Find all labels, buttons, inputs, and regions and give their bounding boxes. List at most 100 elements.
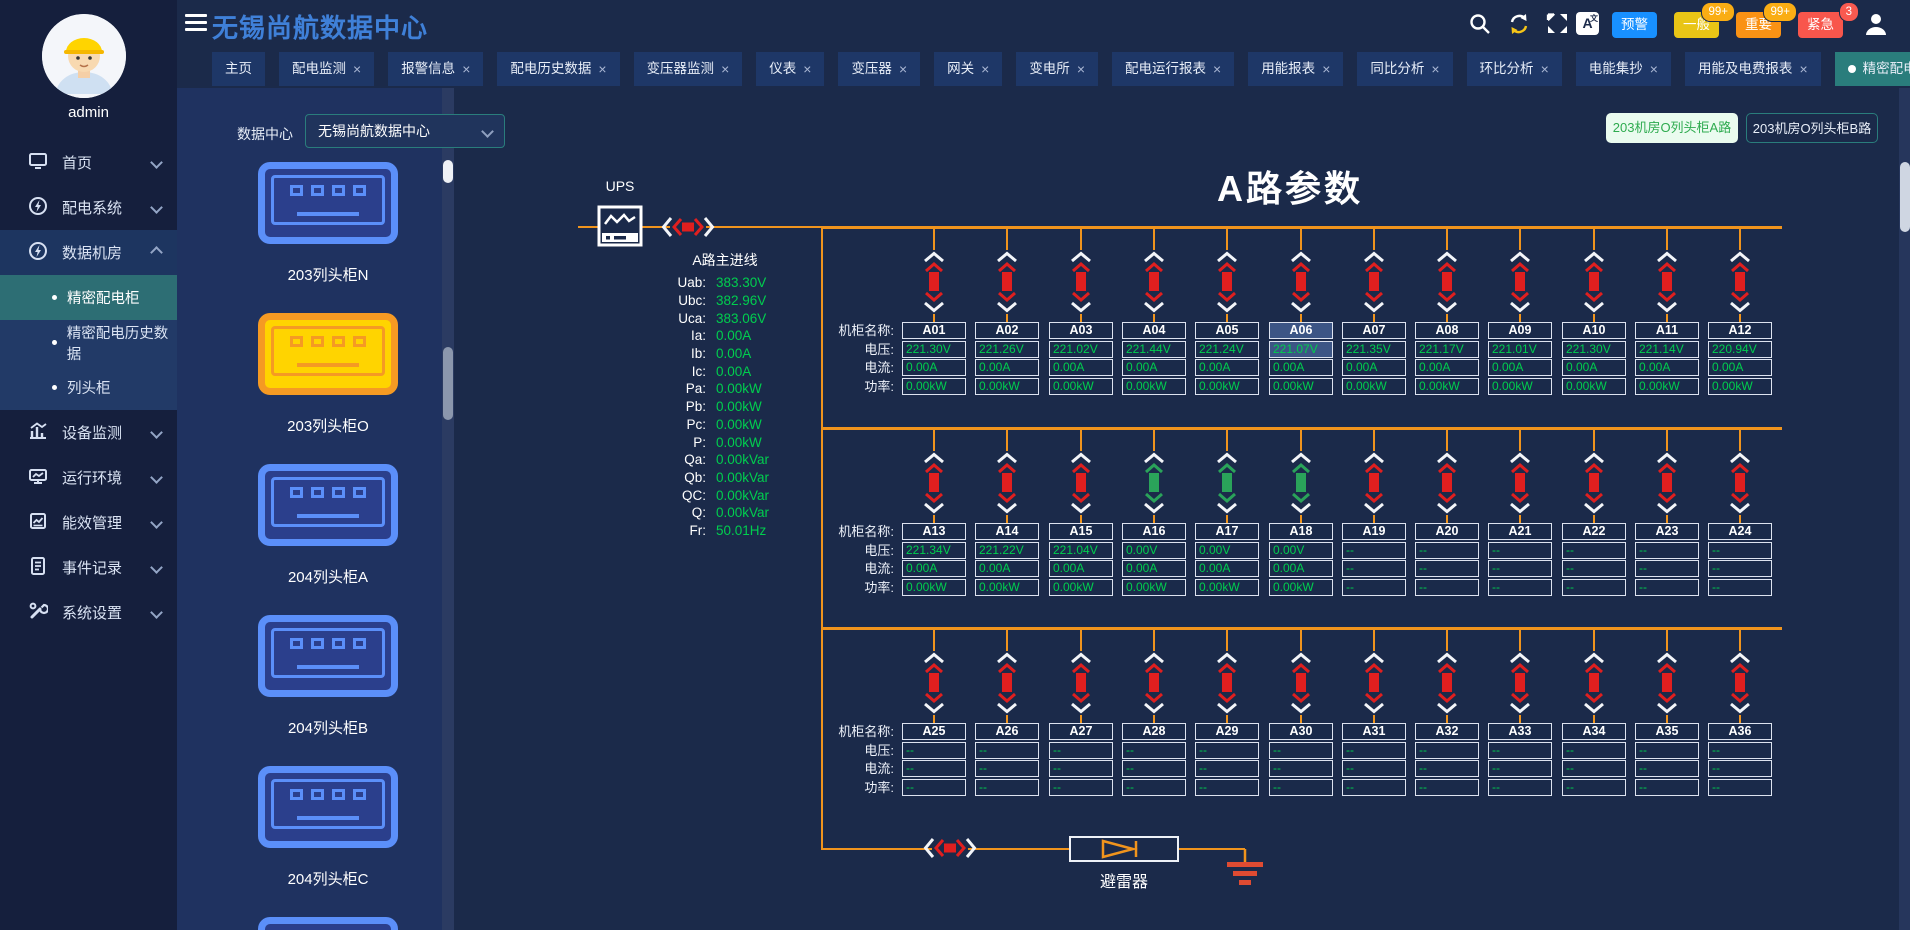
arrester-breaker-icon[interactable] [922,835,978,861]
breaker-icon[interactable] [1434,451,1460,520]
breaker-icon[interactable] [1654,651,1680,720]
tab-配电运行报表[interactable]: 配电运行报表 × [1112,52,1235,86]
tab-配电监测[interactable]: 配电监测 × [279,52,375,86]
panel-scrollbar[interactable] [442,88,454,930]
breaker-icon[interactable] [921,651,947,720]
breaker-icon[interactable] [1141,451,1167,520]
breaker-icon[interactable] [994,451,1020,520]
route-b-button[interactable]: 203机房O列头柜B路 [1746,113,1878,143]
tab-变压器[interactable]: 变压器 × [838,52,921,86]
breaker-icon[interactable] [921,451,947,520]
breaker-icon[interactable] [1361,250,1387,319]
tab-close-icon[interactable]: × [1649,61,1658,77]
tab-变压器监测[interactable]: 变压器监测 × [633,52,743,86]
sidebar-item-设备监测[interactable]: 设备监测 [0,410,177,455]
tab-close-icon[interactable]: × [981,61,990,77]
tab-close-icon[interactable]: × [1076,61,1085,77]
breaker-icon[interactable] [1141,651,1167,720]
tab-close-icon[interactable]: × [898,61,908,77]
tab-用能报表[interactable]: 用能报表 × [1248,52,1344,86]
sidebar-subitem-精密配电历史数据[interactable]: 精密配电历史数据 [0,320,177,365]
route-a-button[interactable]: 203机房O列头柜A路 [1606,113,1738,143]
main-scrollbar-thumb[interactable] [1900,162,1910,232]
menu-toggle-icon[interactable] [185,14,207,31]
breaker-icon[interactable] [1507,250,1533,319]
feeder-breaker-icon[interactable] [660,214,716,240]
cabinet-thumb-partial[interactable] [258,917,398,930]
tab-配电历史数据[interactable]: 配电历史数据 × [497,52,620,86]
user-icon[interactable] [1864,11,1888,37]
tab-close-icon[interactable]: × [1799,61,1808,77]
sidebar-item-能效管理[interactable]: 能效管理 [0,500,177,545]
language-translate-icon[interactable] [1576,12,1599,35]
breaker-icon[interactable] [1068,651,1094,720]
tab-报警信息[interactable]: 报警信息 × [388,52,484,86]
sidebar-item-配电系统[interactable]: 配电系统 [0,185,177,230]
tab-close-icon[interactable]: × [803,61,812,77]
breaker-icon[interactable] [1214,250,1240,319]
alert-button-预警[interactable]: 预警 [1612,12,1657,38]
breaker-icon[interactable] [1141,250,1167,319]
user-avatar[interactable] [42,14,126,98]
breaker-icon[interactable] [1288,651,1314,720]
tab-用能及电费报表[interactable]: 用能及电费报表 × [1684,52,1821,86]
tab-close-icon[interactable]: × [721,61,730,77]
arrester-symbol[interactable] [1069,836,1179,862]
cabinet-thumb-204列头柜A[interactable] [258,464,398,546]
sidebar-item-首页[interactable]: 首页 [0,140,177,185]
fullscreen-icon[interactable] [1546,12,1569,35]
cabinet-thumb-203列头柜N[interactable] [258,162,398,244]
breaker-icon[interactable] [1068,250,1094,319]
panel-scrollbar-thumb2[interactable] [443,347,453,420]
tab-close-icon[interactable]: × [1540,61,1549,77]
breaker-icon[interactable] [1214,451,1240,520]
tab-主页[interactable]: 主页 [212,52,265,86]
breaker-icon[interactable] [1361,451,1387,520]
breaker-icon[interactable] [1507,651,1533,720]
sidebar-item-系统设置[interactable]: 系统设置 [0,590,177,635]
search-icon[interactable] [1468,12,1492,36]
breaker-icon[interactable] [1507,451,1533,520]
tab-同比分析[interactable]: 同比分析 × [1357,52,1453,86]
breaker-icon[interactable] [1214,651,1240,720]
tab-精密配电柜[interactable]: 精密配电柜× [1834,52,1910,86]
ups-icon[interactable] [597,205,643,247]
refresh-icon[interactable] [1507,12,1531,36]
cabinet-thumb-204列头柜B[interactable] [258,615,398,697]
tab-close-icon[interactable]: × [353,61,362,77]
breaker-icon[interactable] [1581,651,1607,720]
tab-close-icon[interactable]: × [598,61,607,77]
tab-电能集抄[interactable]: 电能集抄 × [1575,52,1671,86]
breaker-icon[interactable] [1581,250,1607,319]
breaker-icon[interactable] [1654,451,1680,520]
alert-button-重要[interactable]: 重要 99+ [1736,2,1797,38]
breaker-icon[interactable] [1654,250,1680,319]
breaker-icon[interactable] [1288,250,1314,319]
tab-网关[interactable]: 网关 × [934,52,1003,86]
alert-button-一般[interactable]: 一般 99+ [1674,2,1735,38]
breaker-icon[interactable] [994,651,1020,720]
sidebar-subitem-精密配电柜[interactable]: 精密配电柜 [0,275,177,320]
sidebar-item-数据机房[interactable]: 数据机房 [0,230,177,275]
breaker-icon[interactable] [921,250,947,319]
tab-close-icon[interactable]: × [462,61,471,77]
sidebar-subitem-列头柜[interactable]: 列头柜 [0,365,177,410]
datacenter-select[interactable]: 无锡尚航数据中心 [305,114,505,148]
sidebar-item-事件记录[interactable]: 事件记录 [0,545,177,590]
panel-scrollbar-thumb[interactable] [443,160,453,183]
tab-close-icon[interactable]: × [1431,61,1440,77]
cabinet-thumb-203列头柜O[interactable] [258,313,398,395]
breaker-icon[interactable] [1288,451,1314,520]
breaker-icon[interactable] [1434,651,1460,720]
tab-环比分析[interactable]: 环比分析 × [1466,52,1562,86]
breaker-icon[interactable] [1727,651,1753,720]
breaker-icon[interactable] [1727,250,1753,319]
tab-close-icon[interactable]: × [1213,61,1222,77]
sidebar-item-运行环境[interactable]: 运行环境 [0,455,177,500]
breaker-icon[interactable] [1434,250,1460,319]
tab-仪表[interactable]: 仪表 × [756,52,825,86]
tab-close-icon[interactable]: × [1322,61,1331,77]
alert-button-紧急[interactable]: 紧急 3 [1798,2,1859,38]
breaker-icon[interactable] [1581,451,1607,520]
tab-变电所[interactable]: 变电所 × [1016,52,1098,86]
